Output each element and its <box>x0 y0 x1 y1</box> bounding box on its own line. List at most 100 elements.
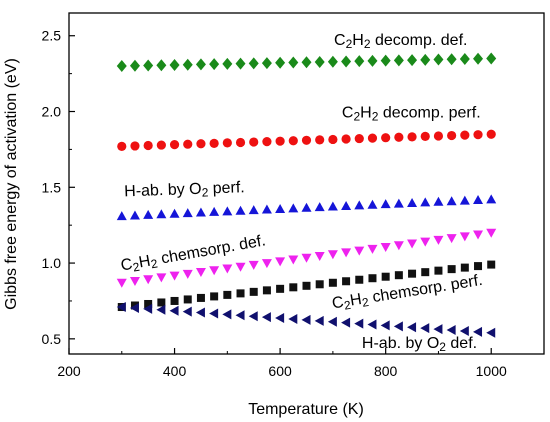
data-point-c2h2_chemsorp_def <box>169 271 180 281</box>
data-point-c2h2_chemsorp_perf <box>487 260 496 269</box>
data-point-h_ab_o2_perf <box>195 207 206 217</box>
data-point-c2h2_decomp_perf <box>354 133 364 144</box>
data-point-c2h2_decomp_perf <box>367 133 378 143</box>
data-point-c2h2_chemsorp_def <box>314 251 325 261</box>
data-point-c2h2_chemsorp_perf <box>262 286 271 295</box>
data-point-c2h2_decomp_def <box>420 53 431 66</box>
data-point-c2h2_chemsorp_def <box>195 268 206 278</box>
annotation-ann_hab_def: H-ab. by O2 def. <box>362 335 477 354</box>
data-point-h_ab_o2_def <box>393 321 403 332</box>
data-point-c2h2_chemsorp_def <box>248 260 259 270</box>
data-point-c2h2_decomp_perf <box>235 137 246 148</box>
data-point-c2h2_chemsorp_def <box>261 259 272 269</box>
data-point-h_ab_o2_perf <box>209 206 220 216</box>
data-point-c2h2_chemsorp_def <box>486 228 497 238</box>
data-point-c2h2_decomp_perf <box>262 137 272 147</box>
data-point-c2h2_chemsorp_def <box>222 264 233 274</box>
data-point-h_ab_o2_def <box>301 314 311 325</box>
data-point-h_ab_o2_perf <box>169 208 180 218</box>
data-point-c2h2_decomp_perf <box>407 132 417 142</box>
data-point-h_ab_o2_perf <box>275 203 286 213</box>
data-point-c2h2_decomp_def <box>486 52 497 65</box>
data-point-c2h2_decomp_def <box>459 53 470 66</box>
y-tick-label: 2.5 <box>42 28 62 44</box>
data-point-c2h2_chemsorp_perf <box>236 289 245 298</box>
data-point-h_ab_o2_def <box>261 312 271 323</box>
data-point-h_ab_o2_def <box>407 322 417 333</box>
data-point-h_ab_o2_perf <box>407 197 418 207</box>
data-point-h_ab_o2_def <box>182 306 192 317</box>
data-point-c2h2_decomp_def <box>393 54 404 67</box>
data-point-c2h2_chemsorp_def <box>367 244 378 254</box>
data-point-c2h2_chemsorp_def <box>156 273 167 283</box>
data-point-c2h2_chemsorp_perf <box>342 277 351 286</box>
data-point-c2h2_chemsorp_def <box>433 235 444 245</box>
data-point-c2h2_decomp_perf <box>183 139 193 149</box>
data-point-c2h2_decomp_perf <box>394 132 404 142</box>
data-point-c2h2_decomp_perf <box>196 139 206 149</box>
data-point-h_ab_o2_perf <box>446 196 457 206</box>
data-point-h_ab_o2_def <box>354 318 364 329</box>
data-point-c2h2_chemsorp_def <box>301 253 312 263</box>
data-point-c2h2_chemsorp_def <box>446 234 457 244</box>
data-point-c2h2_decomp_perf <box>209 138 219 148</box>
data-point-h_ab_o2_def <box>248 311 258 322</box>
data-point-c2h2_decomp_perf <box>473 130 483 140</box>
data-point-c2h2_decomp_def <box>261 57 272 70</box>
data-point-h_ab_o2_perf <box>459 195 470 205</box>
data-point-c2h2_decomp_def <box>314 55 325 68</box>
data-point-c2h2_chemsorp_def <box>380 243 391 253</box>
data-point-c2h2_decomp_def <box>327 55 338 68</box>
annotation-ann_chemsorp_perf: C2H2 chemsorp. perf. <box>331 272 484 315</box>
annotation-ann_decomp_perf: C2H2 decomp. perf. <box>342 105 481 124</box>
data-point-h_ab_o2_perf <box>301 202 312 212</box>
data-point-c2h2_chemsorp_perf <box>249 287 258 296</box>
data-point-c2h2_decomp_def <box>209 58 220 71</box>
data-point-h_ab_o2_def <box>446 325 456 336</box>
data-point-c2h2_chemsorp_perf <box>421 268 430 277</box>
data-point-h_ab_o2_def <box>341 317 351 328</box>
data-point-h_ab_o2_def <box>195 307 205 318</box>
data-point-c2h2_chemsorp_perf <box>355 275 364 284</box>
annotation-part: C <box>342 105 354 122</box>
data-point-c2h2_decomp_perf <box>117 141 127 151</box>
annotation-part: 2 <box>364 37 371 51</box>
data-point-c2h2_decomp_def <box>195 58 206 71</box>
data-point-c2h2_decomp_def <box>156 59 167 72</box>
annotation-part: 2 <box>353 110 360 124</box>
data-point-c2h2_chemsorp_perf <box>474 262 483 271</box>
data-point-c2h2_decomp_perf <box>381 133 391 143</box>
data-point-c2h2_decomp_perf <box>288 136 298 146</box>
annotation-ann_chemsorp_def: C2H2 chemsorp. def. <box>120 232 268 276</box>
data-point-c2h2_chemsorp_perf <box>144 299 153 308</box>
data-point-h_ab_o2_perf <box>261 204 272 214</box>
data-point-h_ab_o2_perf <box>129 210 140 220</box>
data-point-c2h2_decomp_def <box>169 58 180 71</box>
x-tick-label: 200 <box>57 363 81 379</box>
annotation-part: H-ab. by O <box>362 335 439 352</box>
data-point-h_ab_o2_def <box>156 304 166 315</box>
data-point-h_ab_o2_def <box>433 324 443 335</box>
data-point-h_ab_o2_perf <box>393 198 404 208</box>
annotation-part: 2 <box>201 185 208 199</box>
data-point-c2h2_decomp_perf <box>130 141 140 151</box>
annotation-part: def. <box>446 335 477 352</box>
data-point-h_ab_o2_def <box>327 316 337 327</box>
annotation-part: 2 <box>439 340 446 354</box>
annotation-part: perf. <box>208 179 245 197</box>
data-point-c2h2_decomp_def <box>407 54 418 67</box>
data-point-h_ab_o2_perf <box>327 201 338 211</box>
data-point-h_ab_o2_perf <box>248 205 259 215</box>
data-point-c2h2_chemsorp_perf <box>302 281 311 290</box>
data-point-c2h2_decomp_def <box>473 52 484 65</box>
data-point-h_ab_o2_perf <box>433 196 444 206</box>
annotation-part: 2 <box>372 110 379 124</box>
data-point-c2h2_decomp_perf <box>169 140 180 150</box>
data-point-c2h2_chemsorp_def <box>341 248 352 258</box>
data-point-c2h2_decomp_perf <box>447 130 457 141</box>
x-tick-label: 800 <box>374 363 398 379</box>
x-tick-label: 600 <box>268 363 292 379</box>
data-point-h_ab_o2_perf <box>235 205 246 215</box>
